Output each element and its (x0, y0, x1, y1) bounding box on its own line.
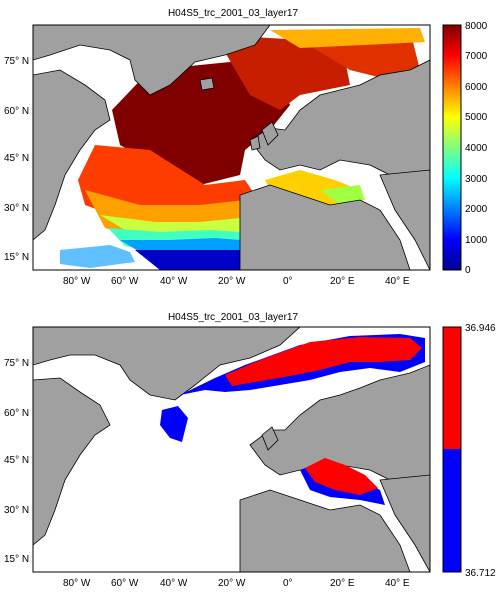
bottom-colorbar-low (443, 449, 461, 572)
top-colorbar-tick: 3000 (465, 174, 488, 185)
top-map-panel (33, 25, 430, 270)
top-map-title: H04S5_trc_2001_03_layer17 (167, 8, 299, 19)
lon-tick-label: 60° W (111, 578, 139, 589)
lat-tick-label: 15° N (4, 252, 29, 263)
top-colorbar-tick: 4000 (465, 143, 488, 154)
top-colorbar-tick: 1000 (465, 235, 488, 246)
bottom-map-title: H04S5_trc_2001_03_layer17 (167, 312, 299, 323)
lat-tick-label: 15° N (4, 554, 29, 565)
lon-tick-label: 40° W (160, 578, 188, 589)
top-lat-labels: 75° N 60° N 45° N 30° N 15° N (4, 56, 29, 263)
bottom-colorbar-high (443, 327, 461, 449)
lon-tick-label: 0° (283, 276, 293, 287)
top-landmass (33, 25, 430, 270)
lat-tick-label: 30° N (4, 505, 29, 516)
top-colorbar (442, 24, 462, 271)
top-colorbar-tick: 2000 (465, 204, 488, 215)
bottom-difference-field (160, 334, 425, 505)
lon-tick-label: 80° W (63, 276, 91, 287)
lon-tick-label: 40° E (385, 578, 410, 589)
lon-tick-label: 20° W (218, 276, 246, 287)
lon-tick-label: 40° W (160, 276, 188, 287)
bottom-lon-labels: 80° W 60° W 40° W 20° W 0° 20° E 40° E (63, 578, 410, 589)
top-colorbar-tick: 8000 (465, 21, 488, 32)
lat-tick-label: 75° N (4, 56, 29, 67)
lon-tick-label: 20° E (330, 276, 355, 287)
lat-tick-label: 30° N (4, 203, 29, 214)
lon-tick-label: 80° W (63, 578, 91, 589)
lat-tick-label: 60° N (4, 106, 29, 117)
top-colorbar-tick: 0 (465, 265, 471, 276)
bottom-colorbar (442, 326, 462, 573)
bottom-lat-labels: 75° N 60° N 45° N 30° N 15° N (4, 358, 29, 565)
top-map-frame (32, 24, 431, 271)
top-islands (199, 77, 279, 151)
top-tracer-field (60, 28, 425, 270)
lon-tick-label: 40° E (385, 276, 410, 287)
top-colorbar-tick: 6000 (465, 82, 488, 93)
lon-tick-label: 20° E (330, 578, 355, 589)
top-colorbar-ticks: 0 1000 2000 3000 4000 5000 6000 7000 800… (465, 21, 488, 276)
bottom-colorbar-bottom-label: 36.712 (465, 568, 496, 579)
lat-tick-label: 60° N (4, 408, 29, 419)
bottom-land (33, 327, 430, 572)
lon-tick-label: 60° W (111, 276, 139, 287)
bottom-colorbar-top-label: 36.946 (465, 323, 496, 334)
lat-tick-label: 75° N (4, 358, 29, 369)
top-lon-labels: 80° W 60° W 40° W 20° W 0° 20° E 40° E (63, 276, 410, 287)
lon-tick-label: 20° W (218, 578, 246, 589)
bottom-map-frame (32, 326, 431, 573)
top-colorbar-tick: 7000 (465, 51, 488, 62)
lat-tick-label: 45° N (4, 153, 29, 164)
lat-tick-label: 45° N (4, 455, 29, 466)
bottom-map-panel (33, 327, 430, 572)
top-colorbar-tick: 5000 (465, 112, 488, 123)
lon-tick-label: 0° (283, 578, 293, 589)
